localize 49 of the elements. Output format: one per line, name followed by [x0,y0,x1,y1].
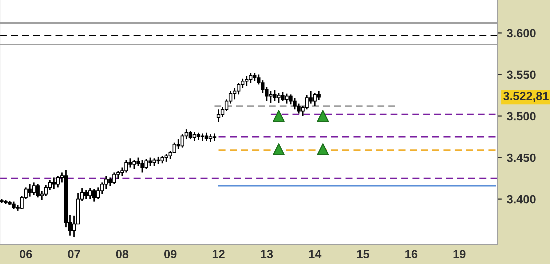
candlestick [192,131,197,142]
candlestick [56,175,60,188]
candlestick [233,87,237,100]
candlestick [313,92,317,107]
x-tick-label: 13 [261,250,274,259]
candlestick [128,158,132,168]
x-tick-label: 16 [406,250,418,259]
x-tick-label: 15 [357,250,370,259]
x-tick-label: 14 [309,250,322,258]
candlestick [88,188,92,200]
candlestick [112,172,116,186]
y-tick-label: 3.400 [507,195,536,204]
candlestick [216,108,221,123]
y-tick-label: 3.500 [507,112,536,121]
candlestick [285,93,289,105]
candlestick [277,92,281,104]
candlestick [52,177,56,190]
candlestick [269,90,273,104]
candlestick [28,184,32,198]
candlestick [176,138,180,150]
candlestick [281,91,285,102]
candlestick [245,76,249,88]
text: 3.522,81 [504,92,549,102]
candlestick [32,182,36,196]
candlestick [309,90,313,105]
x-tick-label: 19 [454,250,466,259]
x-tick-label: 08 [116,250,129,259]
candlestick [140,160,144,174]
candlestick [92,188,96,202]
x-tick-label: 12 [212,250,225,258]
y-tick-label: 3.450 [507,154,536,162]
candlestick [293,97,297,110]
candlestick [124,160,128,174]
x-tick-label: 09 [164,250,177,259]
y-tick-label: 3.550 [507,70,536,80]
y-tick-label: 3.600 [507,29,536,38]
candlestick [237,82,241,96]
candlestick [273,90,277,102]
candlestick [96,186,100,200]
candlestick [36,184,40,198]
candlestick [249,72,253,84]
x-tick-label: 06 [20,250,32,259]
candlestick [84,189,88,200]
candlestick [132,160,136,170]
candlestick [180,134,184,149]
x-tick-label: 07 [68,250,80,259]
candlestick [289,94,293,106]
candlestick [144,158,148,170]
candlestick [104,175,108,190]
